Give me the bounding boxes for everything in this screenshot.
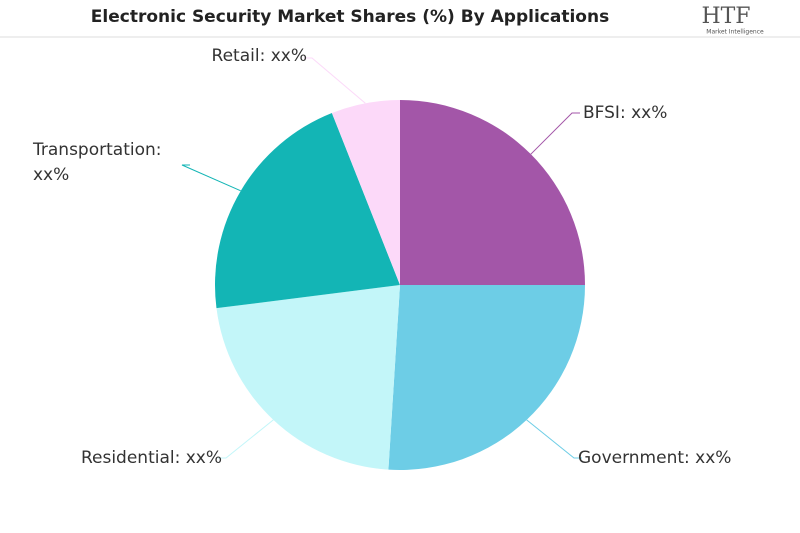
data-label: xx% bbox=[33, 165, 69, 185]
slice bbox=[388, 285, 585, 470]
slice bbox=[331, 100, 400, 285]
leader-line bbox=[181, 164, 241, 192]
data-label: Transportation: bbox=[32, 140, 161, 160]
leader-line bbox=[526, 419, 582, 459]
chart-title: Electronic Security Market Shares (%) By… bbox=[91, 7, 609, 27]
leader-line bbox=[304, 57, 366, 104]
slice bbox=[216, 285, 400, 470]
leader-line bbox=[530, 112, 580, 155]
data-label: Residential: xx% bbox=[81, 448, 222, 468]
data-label: BFSI: xx% bbox=[583, 103, 667, 123]
slice bbox=[215, 112, 400, 309]
data-label: Government: xx% bbox=[578, 448, 731, 468]
data-label: Retail: xx% bbox=[212, 46, 307, 66]
logo-tagline: Market Intelligence bbox=[706, 29, 764, 36]
leader-line bbox=[218, 419, 274, 459]
slice bbox=[400, 100, 585, 285]
logo-mark: HTF bbox=[701, 4, 750, 29]
